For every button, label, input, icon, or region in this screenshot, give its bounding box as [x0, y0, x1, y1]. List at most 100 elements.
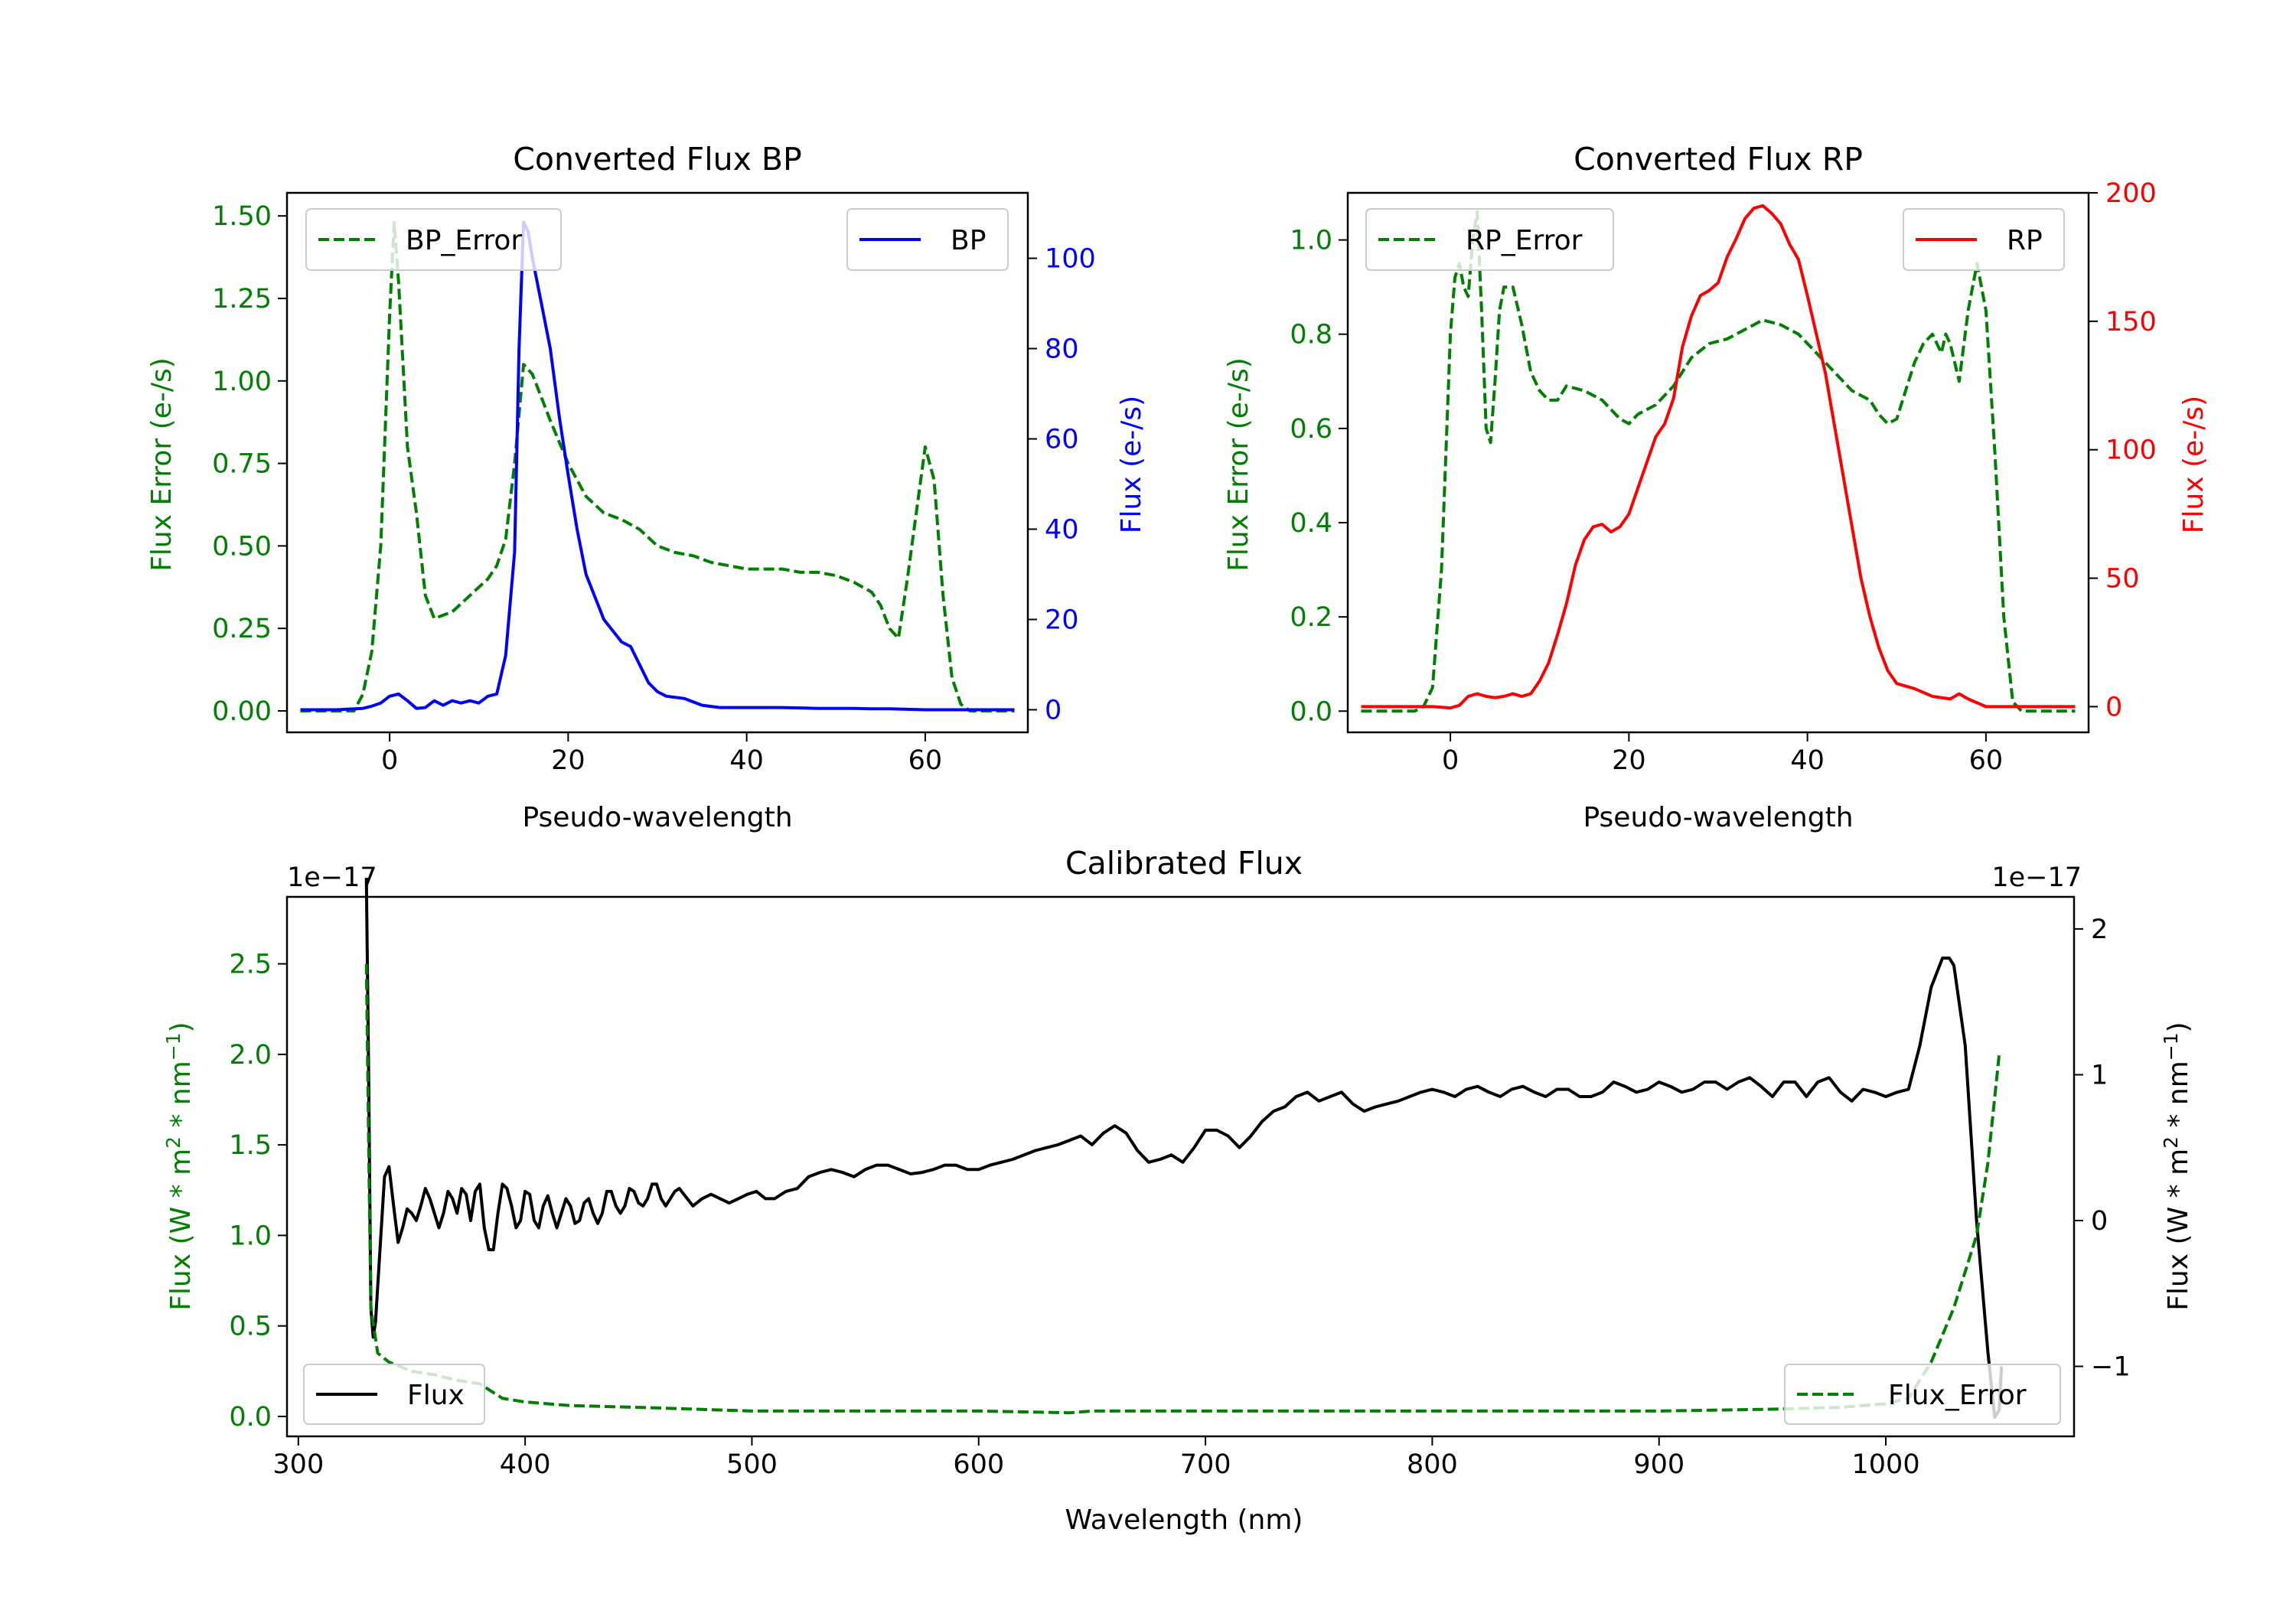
bp-legend-flux-label: BP: [951, 225, 986, 256]
rp-series-lines: [1361, 204, 2076, 713]
cal-title: Calibrated Flux: [1065, 845, 1303, 882]
cal-y-left-tick-label: 2.5: [229, 950, 272, 980]
bp-y-right-tick-label: 60: [1045, 425, 1079, 455]
cal-ylabel-left: Flux (W * m2 * nm−1): [162, 1022, 197, 1310]
rp-y-left-tick-label: 1.0: [1290, 226, 1332, 256]
rp-x-tick-label: 60: [1969, 745, 2004, 776]
rp-y-right-tick-label: 200: [2105, 178, 2157, 209]
rp-y-left-tick-label: 0.0: [1290, 696, 1332, 727]
bp-ylabel-left: Flux Error (e-/s): [146, 357, 178, 572]
cal-x-tick-label: 300: [272, 1449, 324, 1480]
bp-title: Converted Flux BP: [513, 141, 802, 178]
bp-legend-error: BP_Error: [305, 208, 562, 271]
bp-y-left-tick-label: 0.00: [212, 696, 272, 727]
rp-y-right-tick-label: 100: [2105, 435, 2157, 466]
bp-x-tick-label: 60: [908, 745, 943, 776]
cal-y-right-tick-label: −1: [2091, 1352, 2131, 1383]
cal-y-right-tick-label: 2: [2091, 914, 2108, 945]
bp-series-bp-error: [300, 220, 1015, 712]
cal-offset-left: 1e−17: [287, 862, 377, 893]
bp-x-tick-label: 20: [551, 745, 585, 776]
cal-x-tick-label: 500: [726, 1449, 778, 1480]
rp-ylabel-right: Flux (e-/s): [2178, 396, 2210, 533]
bp-series-lines: [300, 220, 1015, 712]
cal-y-right-tick-label: 0: [2091, 1206, 2108, 1237]
cal-legend-error-label: Flux_Error: [1888, 1380, 2027, 1411]
bp-y-left-tick-label: 1.25: [212, 284, 272, 315]
rp-plot-frame: [1346, 191, 2090, 734]
cal-x-tick-label: 800: [1407, 1449, 1458, 1480]
bp-y-left-tick-label: 0.50: [212, 531, 272, 562]
cal-series-flux-error: [364, 963, 2001, 1415]
rp-series-rp-error: [1361, 210, 2076, 713]
rp-x-ticks: 0 20 40 60: [1442, 732, 2003, 776]
cal-y-ticks-right: −1 0 1 2: [2074, 914, 2131, 1383]
cal-offset-right: 1e−17: [1991, 862, 2082, 893]
bp-ylabel-right: Flux (e-/s): [1116, 396, 1147, 533]
bp-y-ticks-right: 0 20 40 60 80 100: [1028, 244, 1096, 726]
bp-series-bp: [300, 220, 1015, 712]
bp-y-right-tick-label: 20: [1045, 605, 1079, 636]
panel-converted-flux-rp: Converted Flux RP Pseudo-wavelength Flux…: [1223, 141, 2210, 833]
rp-y-ticks-left: 0.0 0.2 0.4 0.6 0.8 1.0: [1290, 226, 1348, 727]
rp-legend-error-label: RP_Error: [1466, 225, 1583, 256]
rp-legend-error-box: [1365, 208, 1614, 271]
bp-x-ticks: 0 20 40 60: [381, 732, 942, 776]
cal-ylabel-right: Flux (W * m2 * nm−1): [2160, 1022, 2194, 1310]
bp-y-left-tick-label: 0.75: [212, 449, 272, 480]
panel-converted-flux-bp: Converted Flux BP Pseudo-wavelength Flux…: [146, 141, 1147, 833]
cal-x-tick-label: 600: [953, 1449, 1004, 1480]
rp-legend-flux: RP: [1903, 208, 2065, 271]
bp-y-right-tick-label: 40: [1045, 515, 1079, 546]
rp-title: Converted Flux RP: [1574, 141, 1863, 178]
rp-series-rp: [1361, 204, 2076, 710]
bp-x-tick-label: 0: [381, 745, 398, 776]
panel-calibrated-flux: Calibrated Flux Wavelength (nm) 1e−17 1e…: [162, 845, 2194, 1536]
bp-plot-frame: [285, 191, 1029, 734]
bp-y-right-tick-label: 0: [1045, 696, 1062, 726]
bp-y-left-tick-label: 0.25: [212, 614, 272, 644]
cal-series-flux: [364, 878, 2004, 1420]
bp-y-left-tick-label: 1.00: [212, 367, 272, 397]
bp-y-ticks-left: 0.00 0.25 0.50 0.75 1.00 1.25 1.50: [212, 201, 287, 727]
cal-legend-flux: Flux: [303, 1364, 485, 1425]
rp-legend-flux-label: RP: [2007, 225, 2043, 256]
cal-y-left-tick-label: 0.5: [229, 1312, 272, 1342]
rp-y-right-tick-label: 50: [2105, 564, 2140, 595]
bp-x-tick-label: 40: [729, 745, 764, 776]
bp-y-right-tick-label: 100: [1045, 244, 1096, 275]
cal-y-left-tick-label: 2.0: [229, 1040, 272, 1071]
rp-y-right-tick-label: 150: [2105, 307, 2157, 337]
rp-legend-error: RP_Error: [1365, 208, 1614, 271]
cal-y-left-tick-label: 1.0: [229, 1221, 272, 1251]
bp-legend-error-label: BP_Error: [406, 225, 522, 256]
bp-legend-error-box: [305, 208, 562, 271]
bp-xlabel: Pseudo-wavelength: [522, 802, 792, 833]
bp-legend-flux: BP: [846, 208, 1009, 271]
bp-legend-flux-box: [846, 208, 1009, 271]
rp-y-left-tick-label: 0.2: [1290, 602, 1332, 633]
cal-y-left-tick-label: 0.0: [229, 1402, 272, 1433]
rp-x-tick-label: 40: [1790, 745, 1825, 776]
cal-x-tick-label: 900: [1633, 1449, 1684, 1480]
cal-legend-error: Flux_Error: [1784, 1364, 2061, 1425]
rp-x-tick-label: 20: [1612, 745, 1646, 776]
rp-y-right-tick-label: 0: [2105, 692, 2122, 722]
cal-x-tick-label: 1000: [1852, 1449, 1920, 1480]
cal-xlabel: Wavelength (nm): [1065, 1504, 1303, 1536]
cal-legend-error-box: [1784, 1364, 2061, 1425]
rp-y-left-tick-label: 0.8: [1290, 320, 1332, 350]
rp-legend-flux-box: [1903, 208, 2065, 271]
cal-legend-flux-label: Flux: [407, 1380, 465, 1411]
cal-y-left-tick-label: 1.5: [229, 1130, 272, 1161]
bp-y-left-tick-label: 1.50: [212, 201, 272, 232]
cal-legend-flux-box: [303, 1364, 485, 1425]
rp-y-left-tick-label: 0.6: [1290, 414, 1332, 445]
rp-xlabel: Pseudo-wavelength: [1583, 802, 1853, 833]
rp-ylabel-left: Flux Error (e-/s): [1223, 357, 1254, 572]
rp-y-ticks-right: 0 50 100 150 200: [2089, 178, 2157, 722]
cal-y-right-tick-label: 1: [2091, 1060, 2108, 1090]
cal-plot-frame: [285, 895, 2076, 1438]
cal-series-lines: [364, 878, 2004, 1420]
